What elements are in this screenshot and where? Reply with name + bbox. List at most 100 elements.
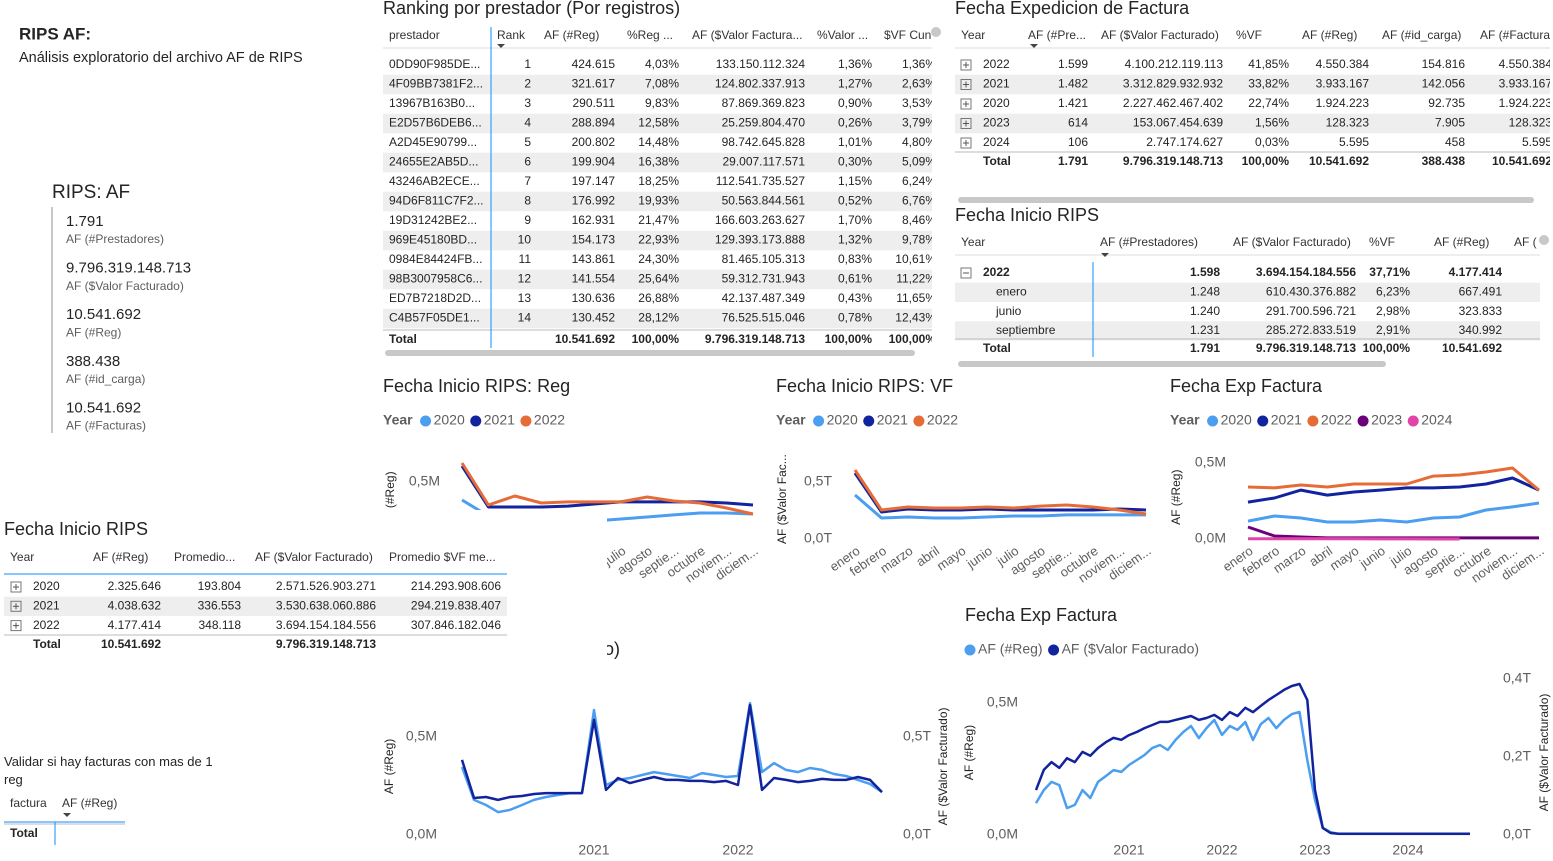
cell: 667.491 (1459, 284, 1503, 298)
chart-title: Fecha Inicio RIPS: Reg (383, 376, 570, 396)
cell: 2,91% (1376, 323, 1410, 337)
cell: 610.430.376.882 (1266, 284, 1356, 298)
table-title: Ranking por prestador (Por registros) (383, 0, 680, 18)
cell: 1.482 (1058, 77, 1088, 91)
legend-label: AF ($Valor Facturado) (1062, 641, 1199, 657)
cell: 28,12% (638, 311, 679, 325)
cell: 153.067.454.639 (1133, 116, 1223, 130)
expand-icon (960, 59, 972, 71)
series-line (1247, 501, 1540, 524)
series-line (853, 472, 1147, 514)
kpi-label: AF ($Valor Facturado) (66, 279, 184, 293)
total-cell: 100,00% (889, 332, 937, 346)
legend-marker (420, 415, 432, 427)
legend-label: AF (#Reg) (978, 641, 1043, 657)
cell: 4 (524, 116, 531, 130)
scrollbar (931, 27, 941, 37)
cell: 1.924.223 (1316, 96, 1370, 110)
column-header: Year (10, 550, 34, 564)
expand-icon (960, 79, 972, 90)
decor: Validar si hay facturas con mas de 1 reg (4, 27, 1549, 845)
row-label: 98B3007958C6... (389, 272, 482, 286)
legend-label: 2020 (434, 412, 465, 428)
cell: 128.323 (1509, 116, 1553, 130)
cell: 33,82% (1248, 77, 1289, 91)
row-label: 2024 (983, 135, 1010, 149)
y-axis-label: AF ($Valor Fac... (775, 454, 789, 544)
cell: 8,46% (902, 213, 936, 227)
sort-arrow (1101, 253, 1109, 257)
cell: 2.227.462.467.402 (1123, 96, 1223, 110)
cell: 294.219.838.407 (411, 598, 501, 612)
column-header: AF ($Valor Facturado) (1233, 235, 1351, 249)
cell: 285.272.833.519 (1266, 323, 1356, 337)
cell: 22,74% (1248, 96, 1289, 110)
cell: 1,15% (838, 174, 872, 188)
row-label: 24655E2AB5D... (389, 155, 478, 169)
scrollbar (958, 361, 1386, 367)
cell: 142.056 (1422, 77, 1466, 91)
cell: 10,61% (895, 252, 936, 266)
cell: 1 (524, 57, 531, 71)
cell: 1.421 (1058, 96, 1088, 110)
expand-icon (960, 98, 972, 110)
column-header: AF ($Valor Facturado) (255, 550, 373, 564)
column-header: AF (#Reg) (62, 796, 117, 810)
y-tick-label: 0,5M (409, 473, 440, 489)
row-band (383, 230, 932, 251)
expand-icon (10, 581, 22, 593)
column-header: AF (#Facturas (1480, 28, 1553, 42)
legend-label: 2022 (534, 412, 565, 428)
row-band (955, 74, 1550, 95)
kpi-value: 10.541.692 (66, 399, 141, 416)
line-chart: Fecha Exp Factura AF (#Reg) AF ($Valor Fac… (962, 605, 1551, 858)
cell: 2.571.526.903.271 (276, 579, 376, 593)
cell: 323.833 (1459, 304, 1503, 318)
row-label: 0DD90F985DE... (389, 57, 480, 71)
table-title: Fecha Inicio RIPS (4, 519, 148, 539)
cell: 2.747.174.627 (1146, 135, 1223, 149)
expand-icon (10, 620, 22, 632)
cell: 424.615 (572, 57, 616, 71)
scrollbar (1539, 235, 1549, 245)
row-band (383, 74, 932, 95)
column-header: %VF (1369, 235, 1395, 249)
cell: 1.598 (1190, 265, 1220, 279)
table: Ranking por prestador (Por registros) pre… (383, 0, 937, 346)
kpi-value: 1.791 (66, 213, 104, 230)
scrollbar (385, 350, 915, 356)
cell: 4,03% (645, 57, 679, 71)
column-header: AF (#id_carga) (1382, 28, 1461, 42)
total-label: Total (10, 826, 38, 840)
cell: 1,32% (838, 233, 872, 247)
cell: 3.530.638.060.886 (276, 598, 376, 612)
cell: 92.735 (1428, 96, 1465, 110)
cell: 1.599 (1058, 57, 1088, 71)
row-band (4, 596, 507, 616)
line-chart: o) 0,0M 0,5M 0,0T 0,5T AF (#Reg) AF ($Valor Fa… (382, 639, 950, 858)
cell: 1,56% (1255, 116, 1289, 130)
cell: 458 (1445, 135, 1465, 149)
row-label: 13967B163B0... (389, 96, 475, 110)
cell: 614 (1068, 116, 1088, 130)
cell: 41,85% (1248, 57, 1289, 71)
y2-tick-label: 0,0T (903, 826, 931, 842)
legend-label: 2020 (827, 412, 858, 428)
row-band (383, 308, 932, 329)
cell: 14,48% (638, 135, 679, 149)
column-header: AF (#Reg) (93, 550, 148, 564)
sort-arrow (497, 44, 505, 48)
cell: 98.742.645.828 (722, 135, 806, 149)
cell: 0,90% (838, 96, 872, 110)
y2-axis-label: AF ($Valor Facturado) (1537, 694, 1551, 812)
column-header: %Reg ... (627, 28, 673, 42)
expand-icon (960, 267, 972, 279)
cell: 0,03% (1255, 135, 1289, 149)
legend-marker (913, 415, 925, 427)
cell: 0,30% (838, 155, 872, 169)
page-subtitle: Análisis exploratorio del archivo AF de … (19, 50, 303, 66)
total-cell: 100,00% (1242, 154, 1290, 168)
cell: 8 (524, 194, 531, 208)
total-cell: 10.541.692 (1309, 154, 1369, 168)
row-band (383, 152, 932, 173)
